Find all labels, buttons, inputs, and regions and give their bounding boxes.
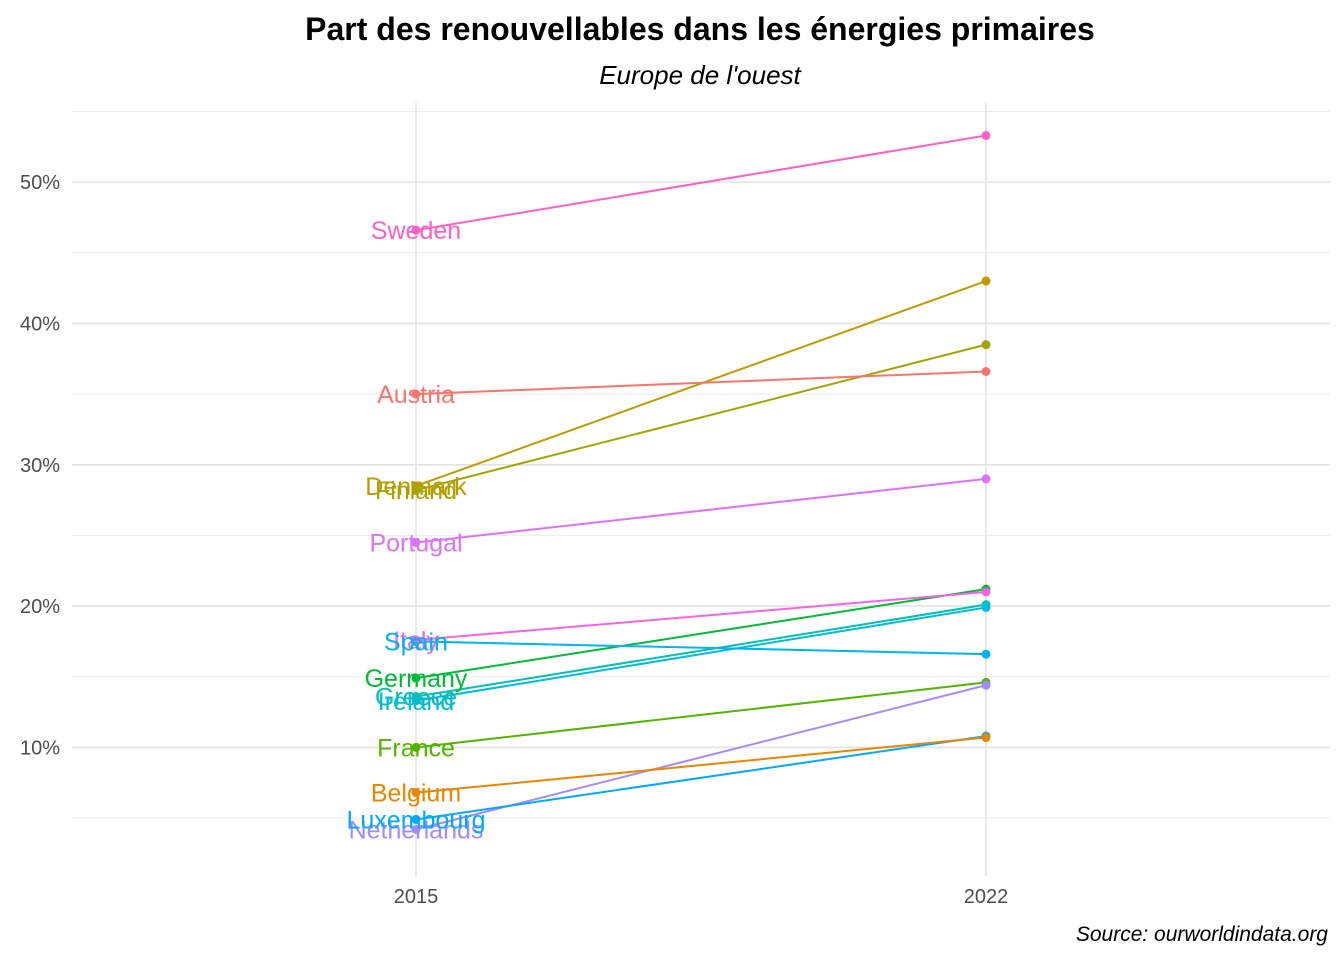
chart-title: Part des renouvellables dans les énergie… <box>305 11 1095 47</box>
series-line <box>415 588 987 680</box>
y-tick-label: 30% <box>20 455 60 477</box>
series-line <box>415 477 987 544</box>
series-label: France <box>377 734 455 762</box>
y-tick-label: 10% <box>20 737 60 759</box>
data-point <box>411 742 421 752</box>
series-label: Belgium <box>371 780 461 808</box>
series-line <box>415 681 987 749</box>
data-point <box>411 636 421 646</box>
series-line <box>415 370 987 396</box>
data-point <box>981 474 991 484</box>
tick-layer: 10% 20% 30% 40% 50% 2015 2022 <box>20 172 1008 908</box>
data-point <box>981 587 991 597</box>
data-point <box>411 485 421 495</box>
series-label: Spain <box>384 628 448 656</box>
data-point <box>411 389 421 399</box>
x-tick-label: 2022 <box>964 886 1009 908</box>
series-line <box>415 640 987 656</box>
series-label: Germany <box>365 665 468 693</box>
series-line <box>415 603 987 698</box>
data-point <box>981 649 991 659</box>
data-point <box>981 367 991 377</box>
data-point <box>981 733 991 743</box>
series-label: Luxembourg <box>347 806 486 834</box>
series-label: Finland <box>375 477 457 505</box>
series-label: Netherlands <box>349 816 484 844</box>
data-point <box>411 788 421 798</box>
y-tick-label: 20% <box>20 596 60 618</box>
series-points <box>411 131 991 834</box>
data-point <box>981 602 991 612</box>
grid-layer <box>72 103 1330 876</box>
series-label: Ireland <box>378 688 454 716</box>
series-line <box>415 606 987 702</box>
data-point <box>411 673 421 683</box>
series-line <box>415 736 987 794</box>
data-point <box>411 537 421 547</box>
y-tick-label: 50% <box>20 172 60 194</box>
series-label: Greece <box>375 684 457 712</box>
series-label: Italy <box>393 627 439 655</box>
series-label: Denmark <box>365 473 467 501</box>
data-point <box>981 131 991 141</box>
y-tick-label: 40% <box>20 313 60 335</box>
chart-caption: Source: ourworldindata.org <box>1076 923 1328 946</box>
data-point <box>981 276 991 286</box>
data-point <box>411 696 421 706</box>
series-label: Portugal <box>369 529 462 557</box>
series-label: Sweden <box>371 217 461 245</box>
series-label: Austria <box>377 381 455 409</box>
data-point <box>981 340 991 350</box>
data-point <box>981 680 991 690</box>
series-lines <box>415 134 987 831</box>
chart-subtitle: Europe de l'ouest <box>599 60 802 90</box>
x-tick-label: 2015 <box>394 886 439 908</box>
series-line <box>415 590 987 641</box>
series-line <box>415 735 987 821</box>
data-point <box>411 814 421 824</box>
series-line <box>415 134 987 232</box>
data-point <box>411 225 421 235</box>
series-line <box>415 343 987 492</box>
data-point <box>411 824 421 834</box>
